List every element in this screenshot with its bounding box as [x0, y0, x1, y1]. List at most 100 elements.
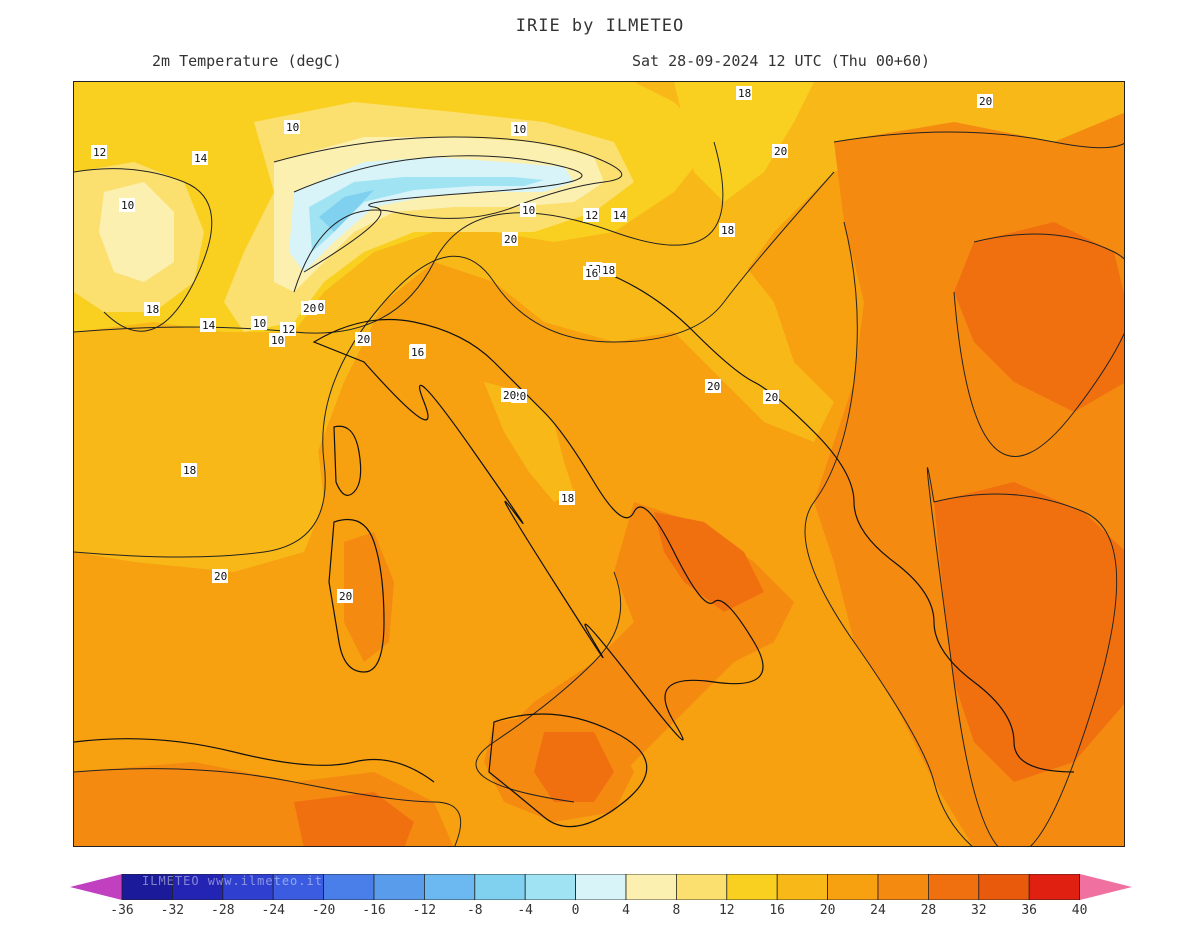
contour-line	[273, 136, 623, 293]
contour-label: 16	[409, 345, 425, 359]
temperature-map-svg: 12 14 10 10 10 10 12 14 10 18 18 20 20 2…	[74, 82, 1124, 846]
colorbar-tick-label: -28	[211, 903, 235, 918]
contour-label: 20	[705, 379, 721, 393]
band-28-32-sicily	[534, 732, 614, 802]
svg-text:14: 14	[202, 319, 216, 332]
colorbar-tick-label: 36	[1021, 903, 1038, 918]
colorbar-tick-label: 40	[1071, 903, 1088, 918]
colorbar-cell	[978, 874, 1030, 900]
contour-label: 20	[763, 390, 779, 404]
colorbar-tick-label: 32	[970, 903, 987, 918]
svg-text:16: 16	[411, 346, 424, 359]
contour-line	[293, 155, 583, 273]
coastlines	[74, 271, 1075, 828]
contour-label: 14	[192, 151, 208, 165]
contour-label: 20	[301, 301, 317, 315]
colorbar-cell	[222, 874, 274, 900]
contour-label: 10	[251, 316, 267, 330]
svg-text:16: 16	[585, 267, 598, 280]
svg-text:20: 20	[339, 590, 352, 603]
colorbar-cell	[776, 874, 829, 900]
band-4-8-massif	[99, 182, 174, 282]
contour-label: 16	[583, 266, 599, 280]
watermark: ILMETEO www.ilmeteo.it	[142, 874, 323, 888]
svg-text:18: 18	[602, 264, 615, 277]
contour-line	[74, 171, 835, 558]
band-16-20-sardinia-sea	[74, 332, 324, 572]
contour-label: 18	[181, 463, 197, 477]
contour-label: 20	[772, 144, 788, 158]
contour-label: 12	[280, 322, 296, 336]
band-28-32-calabria	[654, 512, 764, 612]
contour-label: 10	[284, 120, 300, 134]
band-28-32-balkans	[954, 222, 1124, 412]
svg-text:10: 10	[522, 204, 535, 217]
svg-text:10: 10	[286, 121, 299, 134]
colorbar-cell	[726, 874, 778, 900]
svg-text:18: 18	[146, 303, 159, 316]
colorbar-cells	[121, 874, 1081, 900]
svg-text:18: 18	[561, 492, 574, 505]
coastline-italy	[312, 318, 764, 741]
contour-label: 14	[200, 318, 216, 332]
variable-label: 2m Temperature (degC)	[152, 52, 342, 70]
colorbar-tick-label: -32	[160, 903, 185, 918]
colorbar-cell	[474, 874, 526, 900]
band-minus8-minus4-alps	[319, 190, 374, 232]
coastline-sardinia	[328, 518, 385, 673]
svg-text:18: 18	[183, 464, 196, 477]
colorbar-cell	[524, 874, 577, 900]
svg-text:20: 20	[214, 570, 227, 583]
contour-line	[953, 233, 1124, 457]
colorbar-tick-label: -24	[261, 903, 285, 918]
svg-text:12: 12	[93, 146, 106, 159]
svg-text:12: 12	[282, 323, 295, 336]
colorbar-tick-label: 20	[819, 903, 836, 918]
contour-line	[833, 131, 1124, 149]
contour-line	[475, 571, 622, 803]
colorbar-tick-label: -20	[311, 903, 336, 918]
svg-text:20: 20	[503, 389, 516, 402]
colorbar-tick-label: 4	[622, 903, 630, 918]
contour-label: 10	[511, 122, 527, 136]
svg-text:18: 18	[738, 87, 751, 100]
colorbar-ticks: -36 -32 -28 -24 -20 -16 -12 -8 -4 0 4 8 12 16 20 24 28 32…	[0, 903, 1200, 923]
band-12-16-east	[674, 82, 814, 202]
svg-text:20: 20	[303, 302, 316, 315]
svg-text:10: 10	[253, 317, 266, 330]
svg-text:20: 20	[774, 145, 787, 158]
colorbar-tick-label: 8	[672, 903, 681, 918]
colorbar-tick-label: -4	[517, 903, 534, 918]
contour-label: 20	[502, 232, 518, 246]
contour-label: 20	[977, 94, 993, 108]
svg-text:20: 20	[765, 391, 778, 404]
contour-label: 10	[119, 198, 135, 212]
band-16-20-apennines	[484, 382, 574, 502]
colorbar-cell	[121, 874, 173, 900]
coastline-africa	[74, 738, 435, 783]
colorbar-cell	[373, 874, 425, 900]
colorbar-tick-label: -12	[412, 903, 437, 918]
contour-label: 18	[144, 302, 160, 316]
colorbar-tick-label: 16	[769, 903, 786, 918]
coastline-balkans	[603, 271, 1075, 773]
colorbar	[70, 874, 1132, 900]
contour-label: 20	[501, 388, 517, 402]
contour-label: 18	[559, 491, 575, 505]
colorbar-cell	[827, 874, 879, 900]
contour-label: 18	[736, 86, 752, 100]
svg-text:10: 10	[271, 334, 284, 347]
colorbar-tick-label: 12	[718, 903, 735, 918]
colorbar-cell	[676, 874, 728, 900]
colorbar-cell	[323, 874, 375, 900]
colorbar-tick-label: 0	[571, 903, 580, 918]
colorbar-under-arrow	[70, 874, 122, 900]
coastline-corsica	[333, 425, 362, 496]
temperature-map: 12 14 10 10 10 10 12 14 10 18 18 20 20 2…	[73, 81, 1125, 847]
colorbar-tick-label: -36	[110, 903, 134, 918]
svg-text:18: 18	[721, 224, 734, 237]
contour-label: 14	[611, 208, 627, 222]
svg-text:20: 20	[707, 380, 720, 393]
colorbar-tick-label: -16	[362, 903, 386, 918]
svg-text:20: 20	[504, 233, 517, 246]
